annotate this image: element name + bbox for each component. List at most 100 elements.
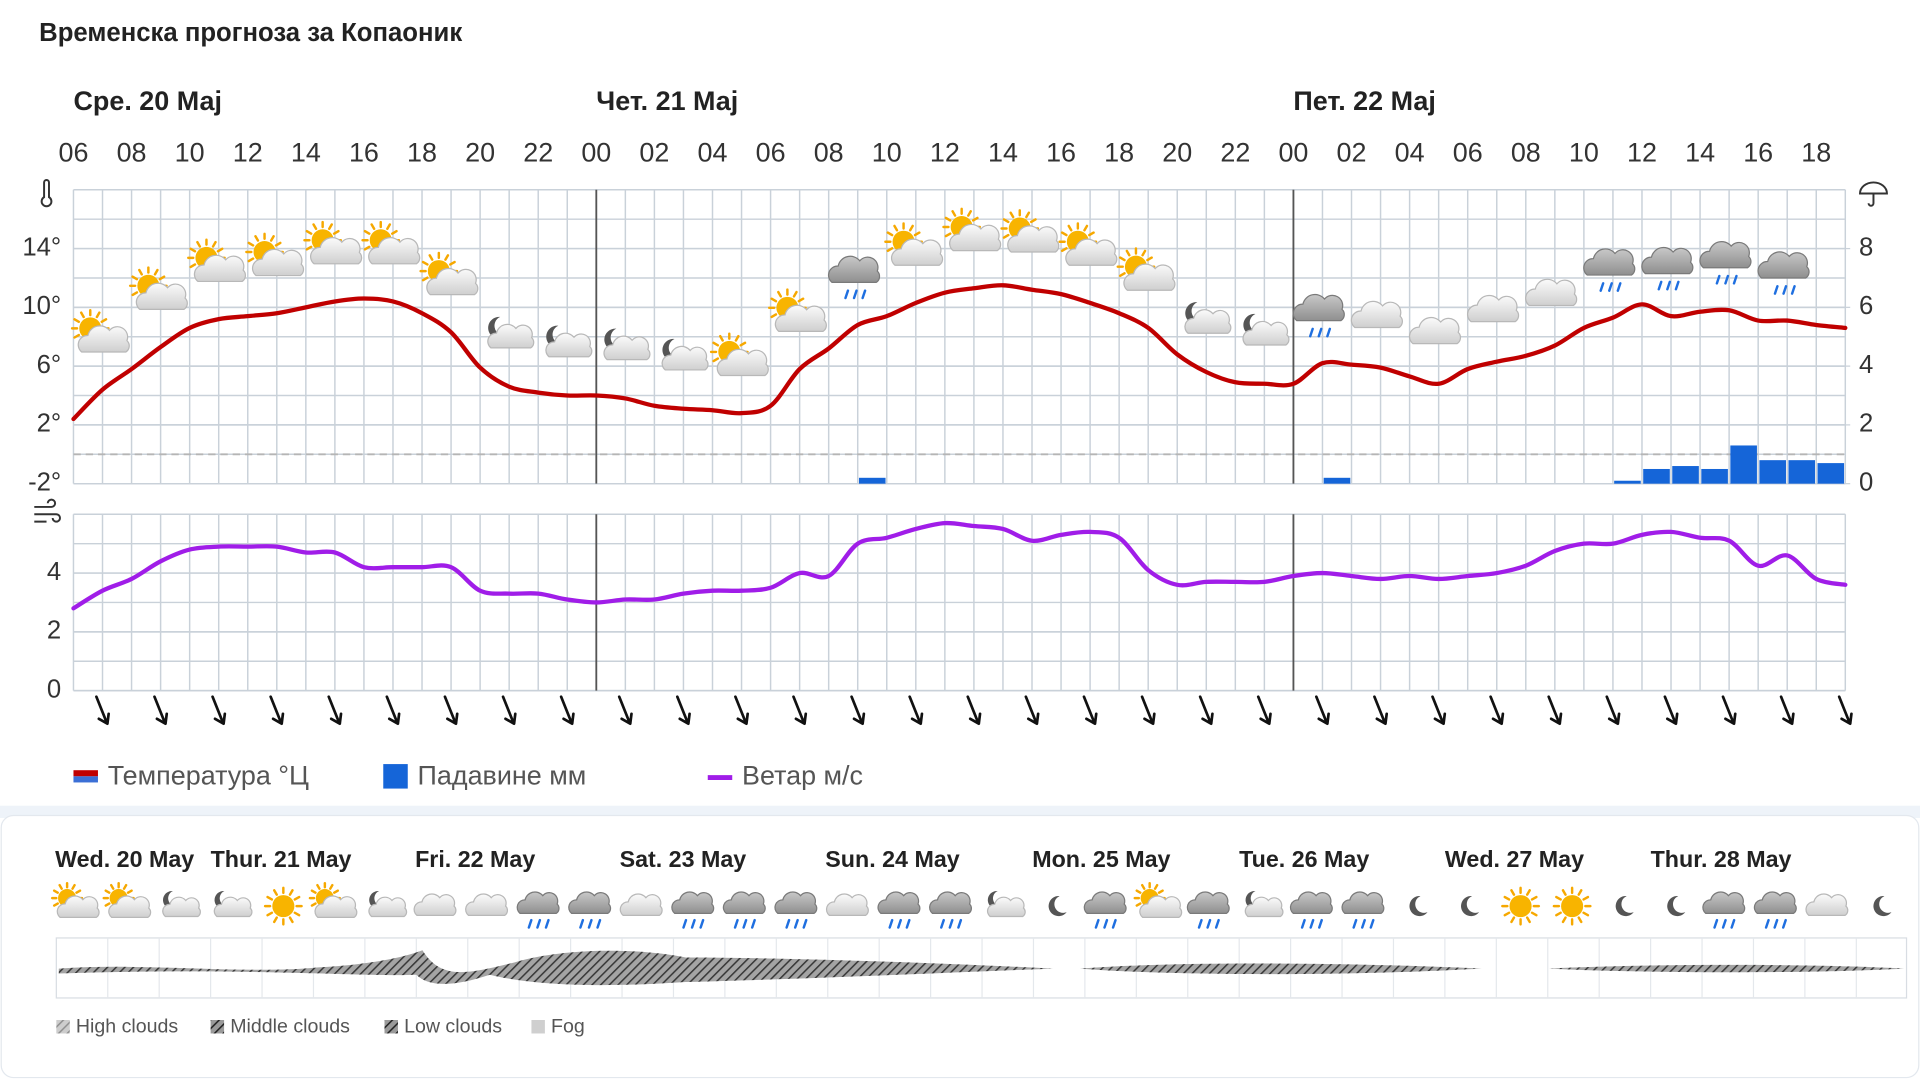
sun-ray — [211, 240, 217, 248]
x-tick-label: 16 — [349, 137, 379, 167]
sun-ray — [1525, 889, 1531, 896]
sun-ray — [288, 916, 294, 924]
wind-arrow — [1024, 695, 1040, 726]
weather-icon — [928, 891, 972, 929]
cloud — [1123, 263, 1176, 291]
y-tick-label: 4 — [47, 558, 61, 586]
rain-drop — [861, 289, 867, 300]
rain-drop — [888, 918, 894, 929]
y2-tick-label: 2 — [1859, 410, 1873, 438]
wind-arrow — [1663, 695, 1679, 726]
moon — [1048, 896, 1067, 917]
cloud — [162, 896, 201, 918]
wind-arrow — [443, 695, 459, 726]
cloud — [774, 891, 818, 915]
precipitation-bar — [1730, 445, 1757, 484]
cloud — [877, 891, 921, 915]
sun-ray — [386, 223, 392, 231]
cloud-legend-label: High clouds — [76, 1016, 179, 1038]
sun-ray — [421, 260, 429, 266]
strip-day-label: Wed. 27 May — [1445, 846, 1584, 872]
rain-drop — [527, 918, 533, 929]
precipitation-bar — [1817, 463, 1845, 484]
cloud — [1139, 895, 1183, 919]
weather-icon — [1667, 896, 1686, 917]
wind-arrow — [1489, 695, 1505, 726]
sun-ray — [138, 268, 143, 276]
x-tick-label: 10 — [872, 137, 902, 167]
rain-drop — [1111, 918, 1117, 929]
wind-arrow — [1140, 695, 1156, 726]
rain-drop — [785, 918, 791, 929]
x-tick-label: 06 — [1453, 137, 1483, 167]
weather-icon — [487, 316, 535, 349]
sun-ray — [266, 895, 274, 901]
sun-ray — [100, 318, 108, 324]
cloud — [1292, 293, 1345, 322]
sun-ray — [893, 224, 899, 232]
x-tick-label: 14 — [1685, 137, 1715, 167]
x-tick-label: 06 — [756, 137, 786, 167]
sun-ray — [1146, 256, 1153, 262]
rain-drop — [750, 918, 756, 929]
cloud — [213, 896, 253, 918]
cloud — [1184, 309, 1232, 334]
y-tick-label: 0 — [47, 675, 61, 703]
y2-tick-label: 0 — [1859, 468, 1873, 496]
rain-drop — [1616, 282, 1622, 292]
wind-arrow — [675, 695, 691, 726]
cloud — [487, 323, 535, 349]
precipitation-bar — [1701, 468, 1728, 484]
sun-ray — [712, 357, 720, 363]
cloud — [465, 893, 509, 917]
x-tick-label: 20 — [465, 137, 495, 167]
sun-ray — [104, 902, 111, 907]
rain-drop — [742, 918, 748, 929]
sun-ray — [1577, 916, 1583, 924]
cloud — [545, 332, 593, 358]
strip-day-label: Sat. 23 May — [620, 846, 747, 872]
rain-drop — [1309, 918, 1315, 929]
weather-icon — [828, 255, 881, 300]
rain-drop — [1657, 280, 1663, 291]
rain-drop — [793, 918, 799, 929]
weather-icon — [102, 881, 152, 919]
rain-drop — [1715, 274, 1721, 285]
sun-ray — [1561, 916, 1567, 924]
sun-ray — [792, 290, 798, 298]
cloud — [716, 348, 769, 377]
cloud — [619, 893, 663, 917]
weather-icon — [213, 891, 253, 918]
cloud — [1083, 891, 1127, 915]
cloud — [368, 237, 421, 265]
weather-icon — [1702, 891, 1746, 929]
rain-drop — [1103, 918, 1109, 929]
cloud-band — [1548, 964, 1905, 973]
sun-ray — [1118, 272, 1126, 278]
weather-icon — [1409, 896, 1428, 917]
wind-arrow — [95, 695, 110, 726]
rain-drop — [1674, 280, 1680, 291]
cloud — [949, 223, 1002, 252]
rain-drop — [1317, 327, 1323, 338]
wind-arrow — [211, 695, 227, 726]
wind-arrow — [1082, 695, 1098, 726]
wind-arrow — [1256, 695, 1272, 726]
weather-icon — [1341, 891, 1385, 929]
x-tick-label: 08 — [117, 137, 147, 167]
weather-icon — [619, 893, 663, 917]
precipitation-bar — [1759, 460, 1786, 484]
sun-ray — [886, 247, 894, 253]
sun-ray — [1561, 889, 1567, 896]
cloud — [135, 282, 188, 310]
strip-day-label: Thur. 28 May — [1651, 846, 1792, 872]
weather-icon — [1000, 209, 1060, 253]
sun-ray — [886, 231, 894, 237]
cloud — [77, 325, 130, 353]
sun-ray — [971, 216, 979, 222]
x-tick-label: 00 — [1278, 137, 1308, 167]
sun-ray — [196, 240, 202, 248]
weather-icon — [1116, 247, 1176, 291]
cloud-legend-swatch — [531, 1020, 545, 1034]
